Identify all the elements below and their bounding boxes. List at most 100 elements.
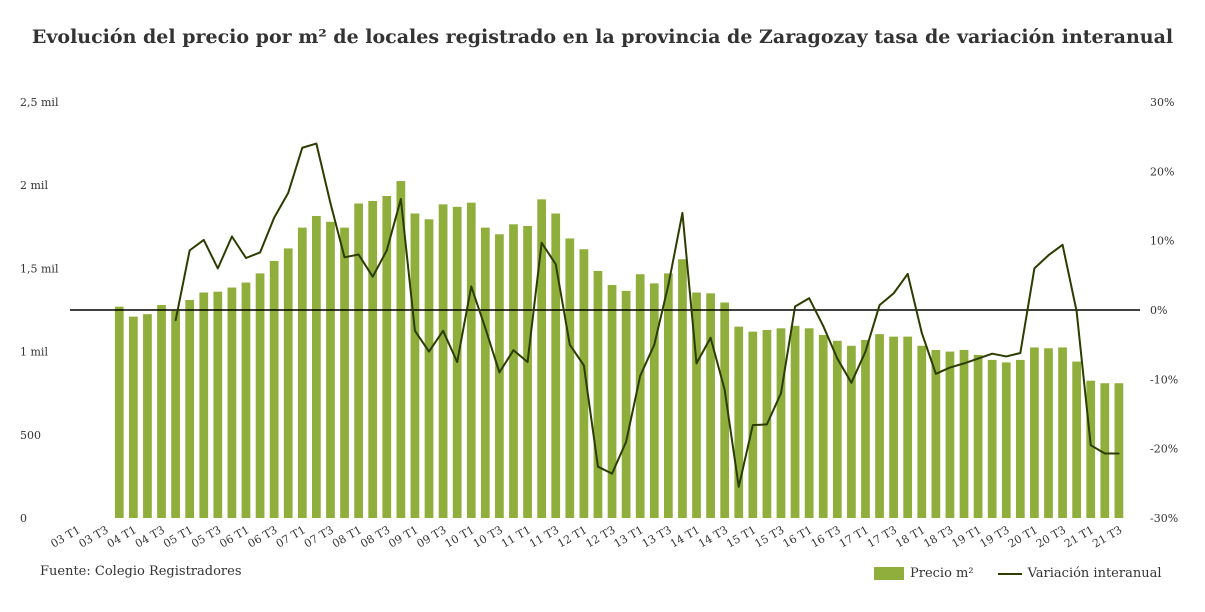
x-tick-label: 05 T3 [189, 523, 223, 550]
bar-15-T3 [776, 328, 786, 518]
bar-09-T1 [410, 213, 420, 519]
variacion-point-18-T3 [949, 366, 951, 369]
x-tick-label: 19 T1 [950, 523, 984, 550]
variacion-point-13-T2 [653, 343, 656, 346]
x-tick-label: 03 T3 [77, 523, 111, 550]
bar-10-T4 [509, 224, 518, 519]
x-tick-label: 08 T1 [330, 523, 364, 550]
right-tick-label: 0% [1150, 304, 1167, 317]
variacion-point-06-T2 [259, 251, 261, 254]
variacion-point-17-T2 [878, 304, 881, 306]
bar-10-T2 [480, 227, 490, 518]
variacion-point-12-T2 [597, 465, 599, 468]
right-axis: -30% -20% -10% 0% 10% 20% 30% [1150, 96, 1178, 525]
variacion-point-19-T3 [1005, 355, 1008, 358]
bar-20-T1 [1030, 347, 1039, 518]
bar-11-T4 [565, 238, 575, 518]
x-tick-label: 20 T3 [1034, 523, 1068, 550]
bar-15-T4 [790, 325, 800, 518]
x-tick-label: 09 T3 [415, 523, 449, 550]
variacion-point-18-T4 [963, 362, 965, 365]
chart-source: Fuente: Colegio Registradores [40, 564, 242, 579]
variacion-point-20-T4 [1075, 310, 1078, 313]
x-tick-label: 19 T3 [978, 523, 1012, 550]
variacion-point-21-T1 [1089, 444, 1092, 447]
x-tick-label: 10 T1 [443, 523, 477, 550]
variacion-point-14-T3 [723, 388, 726, 391]
bar-05-T1 [185, 300, 195, 518]
variacion-point-09-T4 [456, 361, 458, 363]
bar-20-T4 [1072, 361, 1082, 518]
x-tick-label: 06 T1 [217, 523, 251, 550]
bar-16-T4 [847, 345, 856, 518]
bar-19-T2 [987, 359, 997, 518]
variacion-point-10-T4 [512, 349, 515, 352]
x-tick-label: 03 T1 [48, 523, 82, 550]
variacion-point-20-T1 [1033, 267, 1036, 270]
variacion-point-16-T3 [836, 357, 839, 360]
bar-09-T3 [438, 204, 448, 518]
variacion-point-14-T2 [709, 336, 712, 339]
bar-13-T2 [649, 283, 659, 518]
variacion-point-08-T2 [371, 275, 374, 278]
bar-04-T2 [143, 314, 152, 518]
right-tick-label: -10% [1150, 373, 1178, 386]
bar-13-T1 [635, 274, 645, 518]
variacion-point-12-T3 [611, 472, 613, 475]
variacion-point-15-T4 [794, 305, 796, 308]
variacion-point-05-T4 [231, 235, 233, 238]
variacion-point-06-T4 [287, 192, 290, 194]
variacion-point-17-T4 [906, 273, 909, 275]
variacion-point-16-T2 [822, 325, 825, 327]
variacion-point-08-T1 [357, 253, 360, 256]
x-tick-label: 04 T1 [105, 523, 139, 550]
legend-swatch-bar [874, 567, 904, 580]
x-tick-label: 14 T3 [696, 523, 730, 550]
bar-07-T1 [297, 227, 307, 518]
variacion-point-15-T1 [752, 424, 754, 426]
legend-label-variacion: Variación interanual [1027, 566, 1162, 581]
bar-series [114, 181, 1124, 519]
bar-18-T2 [931, 349, 941, 518]
variacion-point-13-T3 [667, 284, 670, 286]
bar-21-T2 [1100, 383, 1110, 518]
bar-21-T1 [1086, 380, 1096, 518]
bar-12-T4 [621, 290, 631, 518]
variacion-point-19-T1 [977, 357, 979, 360]
bar-13-T4 [678, 259, 687, 518]
bar-16-T3 [832, 340, 842, 518]
legend-item-precio: Precio m² [874, 566, 974, 581]
variacion-point-11-T2 [540, 241, 543, 244]
variacion-point-15-T3 [780, 392, 782, 395]
bar-20-T2 [1044, 348, 1053, 518]
bar-07-T4 [340, 227, 349, 518]
x-tick-label: 09 T1 [386, 523, 420, 550]
bar-06-T4 [283, 248, 293, 518]
bar-18-T3 [945, 351, 955, 518]
variacion-point-19-T2 [991, 352, 993, 355]
left-tick-label: 0 [20, 512, 27, 525]
bar-17-T4 [903, 336, 913, 518]
bar-10-T3 [495, 234, 504, 519]
variacion-point-08-T4 [400, 198, 402, 200]
variacion-point-17-T1 [864, 350, 867, 353]
legend: Precio m² Variación interanual [874, 566, 1186, 581]
legend-label-precio: Precio m² [910, 566, 974, 581]
x-tick-label: 15 T1 [724, 523, 758, 550]
bar-05-T3 [213, 291, 223, 518]
variacion-point-17-T3 [892, 292, 895, 295]
x-tick-label: 11 T3 [527, 523, 561, 550]
variacion-point-21-T3 [1118, 452, 1120, 455]
bar-20-T3 [1058, 347, 1067, 518]
left-axis: 0 500 1 mil 1,5 mil 2 mil 2,5 mil [20, 96, 59, 525]
variacion-point-10-T1 [470, 285, 473, 288]
variacion-point-09-T3 [442, 330, 444, 332]
x-tick-label: 06 T3 [246, 523, 280, 550]
x-tick-label: 16 T1 [781, 523, 815, 550]
right-tick-label: -20% [1150, 443, 1178, 456]
bar-17-T2 [875, 334, 884, 518]
variacion-point-16-T1 [808, 297, 810, 300]
legend-item-variacion: Variación interanual [997, 566, 1162, 581]
bar-18-T4 [959, 349, 969, 518]
